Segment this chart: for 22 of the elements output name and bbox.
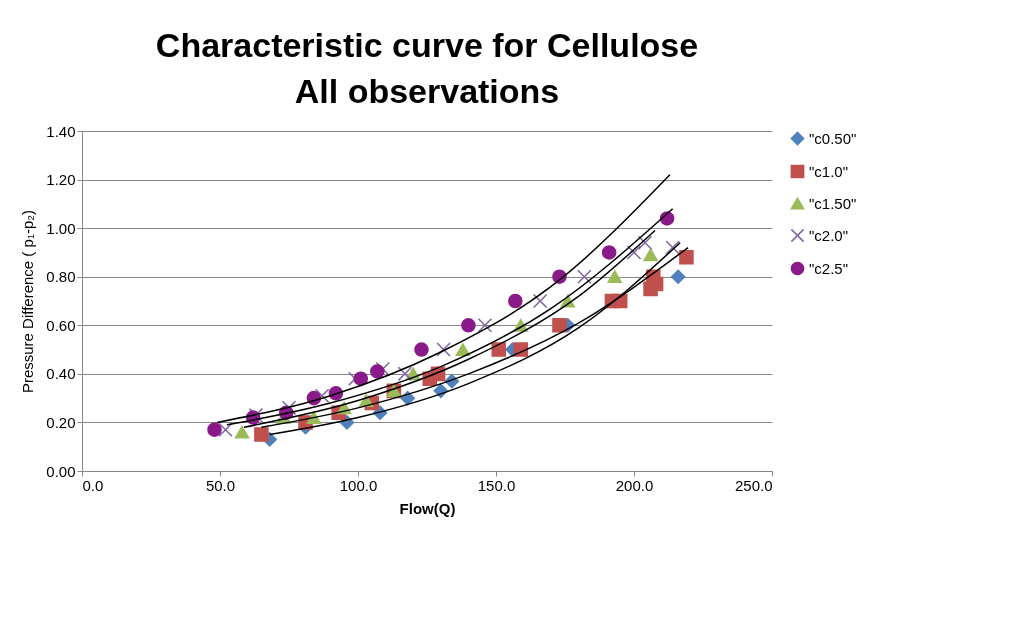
y-axis-title: Pressure Difference ( p₁-p₂) — [19, 209, 37, 394]
y-tick-label: 1.20 — [46, 171, 76, 189]
x-tick-label: 50.0 — [205, 476, 236, 494]
y-tick-label: 0.80 — [46, 268, 76, 286]
legend-label: "c0.50" — [809, 129, 857, 147]
legend-label: "c1.0" — [809, 162, 849, 180]
legend-label: "c1.50" — [809, 194, 857, 212]
y-tick-label: 0.40 — [46, 365, 76, 383]
y-tick-label: 1.00 — [46, 219, 76, 237]
x-tick-label: 0.0 — [82, 476, 104, 494]
y-tick-label: 1.40 — [46, 122, 76, 140]
x-axis-title: Flow(Q) — [399, 499, 456, 517]
x-tick-label: 100.0 — [339, 476, 378, 494]
y-tick-label: 0.00 — [46, 462, 76, 480]
y-tick-label: 0.20 — [46, 413, 76, 431]
y-tick-label: 0.60 — [46, 316, 76, 334]
x-tick-label: 200.0 — [615, 476, 654, 494]
x-tick-label: 250.0 — [734, 476, 773, 494]
legend-label: "c2.0" — [809, 226, 849, 244]
x-tick-label: 150.0 — [477, 476, 516, 494]
legend-label: "c2.5" — [809, 259, 849, 277]
chart-title: Characteristic curve for Cellulose All observations — [155, 26, 699, 110]
